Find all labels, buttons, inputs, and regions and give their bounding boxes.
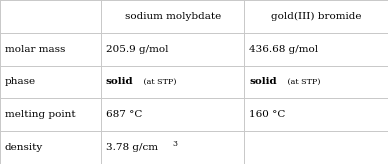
Text: molar mass: molar mass: [5, 45, 65, 54]
Text: 3: 3: [173, 140, 178, 148]
Text: (at STP): (at STP): [285, 78, 320, 86]
Text: sodium molybdate: sodium molybdate: [125, 12, 221, 21]
Text: gold(III) bromide: gold(III) bromide: [271, 12, 362, 21]
Text: 687 °C: 687 °C: [106, 110, 142, 119]
Text: solid: solid: [249, 78, 277, 86]
Text: 436.68 g/mol: 436.68 g/mol: [249, 45, 318, 54]
Text: 205.9 g/mol: 205.9 g/mol: [106, 45, 168, 54]
Text: phase: phase: [5, 78, 36, 86]
Text: 3.78 g/cm: 3.78 g/cm: [106, 143, 158, 152]
Text: solid: solid: [106, 78, 133, 86]
Text: 160 °C: 160 °C: [249, 110, 286, 119]
Text: (at STP): (at STP): [141, 78, 177, 86]
Text: melting point: melting point: [5, 110, 75, 119]
Text: density: density: [5, 143, 43, 152]
